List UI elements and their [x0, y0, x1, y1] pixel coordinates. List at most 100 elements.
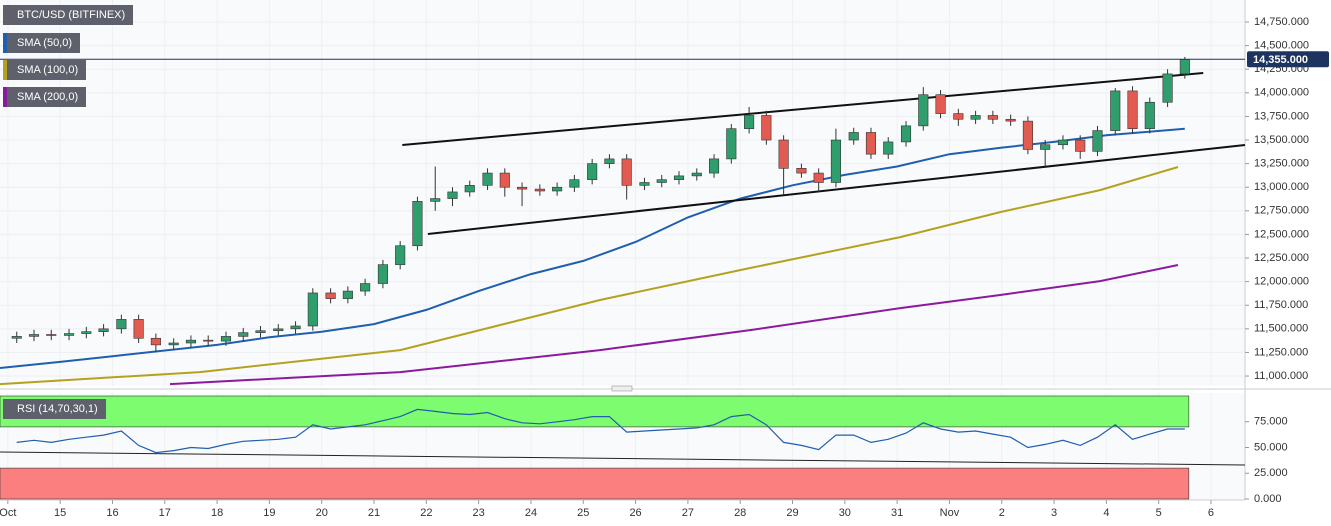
candle-body [168, 342, 179, 346]
candle-body [1127, 90, 1138, 129]
candle-body [464, 185, 475, 193]
candle-body [970, 115, 981, 120]
candle-body [534, 188, 545, 192]
candle-body [691, 172, 702, 177]
rsi-y-tick-label: 75.000 [1254, 416, 1288, 428]
candle-body [395, 245, 406, 265]
candle-body [587, 163, 598, 180]
rsi-line [16, 408, 1185, 454]
y-tick-label: 12,250.000 [1254, 252, 1309, 264]
rsi-y-tick-label: 50.000 [1254, 441, 1288, 453]
candle-body [1040, 144, 1051, 150]
y-tick-label: 14,750.000 [1254, 16, 1309, 28]
candle-body [1179, 59, 1190, 75]
candle-body [1144, 101, 1155, 129]
sma-line [0, 127, 1185, 369]
y-tick-label: 12,500.000 [1254, 228, 1309, 240]
price-panel [0, 0, 1245, 386]
candle-body [499, 172, 510, 188]
candle-body [987, 115, 998, 120]
candle-body [673, 175, 685, 180]
candle-body [98, 328, 109, 332]
x-tick-label: 31 [891, 507, 903, 519]
candle-body [883, 141, 894, 155]
y-tick-label: 13,500.000 [1254, 134, 1309, 146]
sma-line [169, 264, 1179, 386]
y-tick-label: 14,500.000 [1254, 40, 1309, 52]
x-tick-label: 30 [839, 507, 851, 519]
candle-body [1022, 120, 1033, 150]
candle-body [203, 339, 214, 342]
candle-body [46, 334, 57, 336]
candle-body [865, 132, 877, 155]
candle-body [482, 172, 493, 186]
y-tick-label: 11,000.000 [1254, 370, 1308, 382]
last-price-label: 14,355.000 [1253, 54, 1308, 66]
candle-body [81, 331, 92, 334]
candle-body [744, 115, 755, 129]
candle-body [255, 330, 266, 333]
x-tick-label: 29 [786, 507, 798, 519]
legend-sma100: SMA (100,0) [3, 60, 87, 80]
candle-body [830, 139, 841, 183]
sma-line [0, 166, 1179, 386]
candle-body [1092, 130, 1103, 152]
resize-handle[interactable] [611, 385, 633, 392]
x-tick-label: 19 [263, 507, 275, 519]
candle-body [1057, 139, 1069, 146]
x-tick-label: 18 [211, 507, 223, 519]
y-tick-label: 12,000.000 [1254, 276, 1309, 288]
y-tick-label: 13,250.000 [1254, 158, 1309, 170]
candle-body [621, 158, 632, 186]
x-tick-label: 20 [316, 507, 328, 519]
candle-body [325, 292, 336, 299]
x-tick-label: 6 [1208, 507, 1214, 519]
y-tick-label: 11,750.000 [1254, 299, 1308, 311]
candle-body [273, 328, 284, 332]
x-tick-label: 24 [525, 507, 537, 519]
candle-body [1110, 90, 1121, 131]
rsi-oversold-zone [0, 467, 1190, 500]
rsi-trendline [0, 451, 1246, 466]
x-tick-label: 26 [629, 507, 641, 519]
x-tick-label: 3 [1051, 507, 1057, 519]
candle-body [220, 336, 232, 342]
candle-body [848, 132, 859, 141]
x-tick-label: 2 [999, 507, 1005, 519]
x-tick-label: 21 [368, 507, 380, 519]
candle-body [447, 191, 458, 199]
rsi-y-tick-label: 25.000 [1254, 467, 1288, 479]
last-price-box [1247, 51, 1329, 68]
candle-body [778, 139, 789, 169]
x-tick-label: Nov [940, 507, 960, 519]
x-tick-label: 23 [473, 507, 485, 519]
x-tick-label: 17 [159, 507, 171, 519]
candle-body [430, 198, 441, 202]
y-tick-label: 11,500.000 [1254, 323, 1308, 335]
candle-body [656, 179, 667, 183]
candle-body [517, 186, 528, 190]
candle-body [290, 325, 301, 330]
candle-body [900, 125, 912, 143]
candle-body [64, 333, 75, 336]
trendline [402, 72, 1204, 146]
candle-body [796, 168, 807, 174]
candle-body [552, 186, 563, 192]
rsi-y-tick-label: 0.000 [1254, 493, 1282, 505]
candle-body [1075, 139, 1086, 152]
candle-body [342, 290, 353, 299]
y-tick-label: 13,000.000 [1254, 181, 1309, 193]
x-tick-label: 25 [577, 507, 589, 519]
candle-body [813, 172, 824, 183]
candle-body [11, 336, 22, 339]
candle-body [953, 113, 964, 120]
candle-body [116, 319, 127, 330]
x-tick-label: 22 [420, 507, 432, 519]
legend-rsi: RSI (14,70,30,1) [3, 399, 106, 419]
legend-sma50: SMA (50,0) [3, 33, 81, 53]
candle-body [412, 201, 423, 247]
trendline [427, 144, 1246, 235]
candle-body [708, 158, 720, 174]
